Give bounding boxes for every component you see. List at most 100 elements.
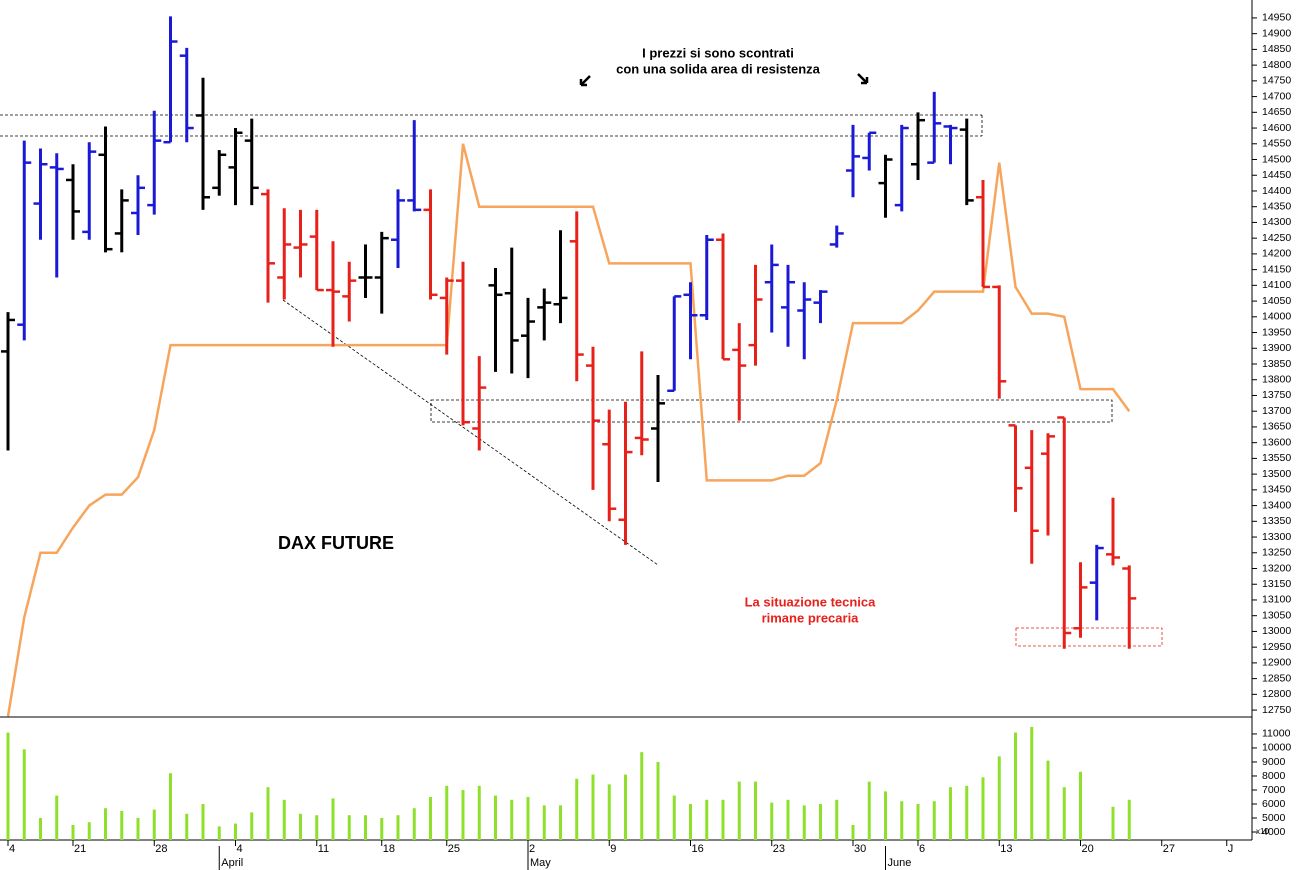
y-tick-label: 12800 [1262, 688, 1291, 700]
volume-bar [152, 809, 156, 840]
annotation: rimane precaria [762, 610, 860, 625]
x-tick-label: 4 [9, 843, 15, 855]
volume-bar [217, 826, 221, 840]
volume-bar [786, 799, 790, 840]
volume-bar [71, 825, 75, 840]
y-tick-label: 14550 [1262, 138, 1291, 150]
x-tick-label: 9 [610, 843, 616, 855]
volume-bar [1030, 726, 1034, 840]
volume-bar [364, 815, 367, 840]
volume-bar [380, 818, 384, 840]
volume-bar [867, 781, 871, 840]
volume-bar [266, 787, 270, 840]
volume-bar [104, 808, 107, 840]
volume-bar [559, 805, 562, 840]
y-tick-label: 13900 [1262, 342, 1291, 354]
volume-bar [900, 801, 904, 840]
y-tick-label: 14100 [1262, 279, 1291, 291]
volume-bar [997, 756, 1001, 840]
volume-bar [234, 823, 237, 840]
y-tick-label: 14000 [1262, 311, 1291, 323]
volume-bar [1014, 732, 1017, 840]
volume-bar [299, 813, 302, 840]
x-tick-label: 28 [155, 843, 167, 855]
y-tick-label: 14400 [1262, 185, 1291, 197]
y-tick-label: 14300 [1262, 216, 1291, 228]
annotation: I prezzi si sono scontrati [642, 45, 794, 60]
y-tick-label: 14650 [1262, 106, 1291, 118]
volume-bar [136, 818, 140, 840]
x-tick-label: 21 [74, 843, 86, 855]
y-tick-label: 13400 [1262, 499, 1291, 511]
volume-bar [120, 811, 124, 840]
volume-bar [884, 791, 887, 840]
x-tick-label: 16 [692, 843, 704, 855]
volume-bar [689, 803, 692, 840]
y-tick-label: 13300 [1262, 531, 1291, 543]
y-tick-label: 14800 [1262, 59, 1291, 71]
y-tick-label: 5000 [1262, 812, 1286, 824]
annotation: con una solida area di resistenza [616, 61, 821, 76]
volume-bar [55, 795, 59, 840]
volume-bar [396, 815, 400, 840]
volume-bar [185, 813, 189, 840]
y-tick-label: 13750 [1262, 389, 1291, 401]
y-tick-label: 13150 [1262, 578, 1291, 590]
volume-unit: x10 [1256, 827, 1269, 836]
volume-bar [981, 777, 985, 840]
volume-bar [412, 808, 416, 840]
volume-bar [461, 789, 465, 840]
y-tick-label: 13600 [1262, 436, 1291, 448]
volume-bar [477, 785, 481, 840]
y-tick-label: 14850 [1262, 43, 1291, 55]
y-tick-label: 14950 [1262, 12, 1291, 24]
volume-bar [754, 781, 757, 840]
x-tick-label: 20 [1082, 843, 1094, 855]
volume-bar [1046, 760, 1050, 840]
y-tick-label: 6000 [1262, 798, 1286, 810]
volume-bar [965, 785, 969, 840]
x-tick-label: 23 [773, 843, 785, 855]
volume-bar [575, 778, 579, 840]
low-box [1015, 627, 1163, 647]
y-tick-label: 14750 [1262, 75, 1291, 87]
volume-bar [705, 799, 709, 840]
volume-bar [1079, 771, 1082, 840]
volume-bar [1062, 787, 1066, 840]
y-tick-label: 13800 [1262, 374, 1291, 386]
y-tick-label: 13550 [1262, 452, 1291, 464]
y-tick-label: 12900 [1262, 657, 1291, 669]
y-tick-label: 14350 [1262, 200, 1291, 212]
volume-bar [591, 774, 595, 840]
y-tick-label: 14050 [1262, 295, 1291, 307]
y-tick-label: 8000 [1262, 770, 1286, 782]
volume-bar [429, 796, 432, 840]
volume-bar [819, 803, 822, 840]
volume-bar [87, 822, 91, 840]
y-tick-label: 10000 [1262, 742, 1291, 754]
volume-bar [542, 805, 546, 840]
volume-bar [510, 799, 514, 840]
volume-bar [737, 781, 741, 840]
x-tick-label: 18 [383, 843, 395, 855]
y-tick-label: 13100 [1262, 594, 1291, 606]
y-tick-label: 13950 [1262, 326, 1291, 338]
y-tick-label: 14250 [1262, 232, 1291, 244]
volume-bar [721, 799, 725, 840]
volume-bar [494, 795, 497, 840]
y-tick-label: 11000 [1262, 728, 1291, 740]
x-tick-label: 13 [1000, 843, 1012, 855]
volume-bar [315, 815, 319, 840]
y-tick-label: 7000 [1262, 784, 1286, 796]
y-tick-label: 12950 [1262, 641, 1291, 653]
volume-bar [770, 802, 774, 840]
volume-bar [6, 732, 10, 840]
y-tick-label: 4000 [1262, 826, 1286, 838]
volume-bar [851, 825, 855, 840]
y-tick-label: 13500 [1262, 468, 1291, 480]
annotation: La situazione tecnica [745, 594, 877, 609]
y-tick-label: 14450 [1262, 169, 1291, 181]
month-label: April [221, 857, 243, 869]
x-tick-label: 30 [854, 843, 866, 855]
